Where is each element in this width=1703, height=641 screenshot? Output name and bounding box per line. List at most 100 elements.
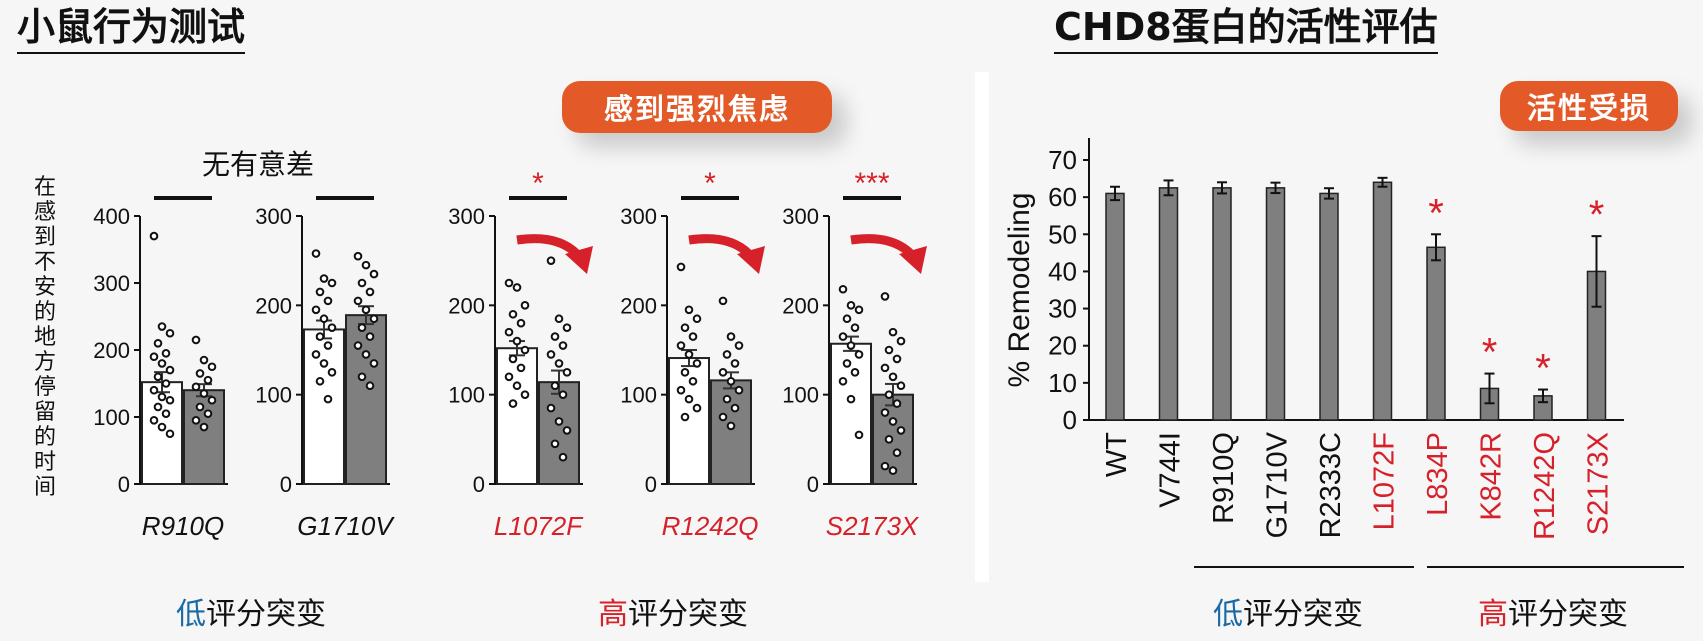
data-point: [896, 336, 906, 346]
bar: [496, 347, 538, 486]
data-point: [315, 376, 325, 386]
data-point: [191, 416, 201, 425]
bar: [1158, 187, 1179, 421]
data-point: [311, 249, 321, 258]
data-point: [153, 372, 163, 382]
data-point: [161, 349, 171, 358]
data-point: [353, 341, 363, 350]
data-point: [323, 394, 333, 404]
right-panel-title: CHD8蛋白的活性评估: [1054, 5, 1438, 54]
data-point: [838, 332, 848, 341]
data-point: [550, 332, 560, 341]
data-point: [504, 372, 514, 382]
x-category-label: R1242Q: [662, 511, 759, 541]
y-tick-label: 200: [620, 293, 657, 318]
data-point: [361, 350, 371, 359]
data-point: [199, 389, 209, 398]
data-point: [157, 392, 167, 402]
data-point: [357, 278, 367, 288]
data-point: [520, 345, 530, 355]
low-rest-right: 评分突变: [1243, 597, 1363, 632]
data-point: [315, 332, 325, 341]
data-point: [684, 305, 694, 315]
data-point: [195, 402, 205, 412]
data-point: [546, 403, 556, 413]
y-tick-label: 0: [807, 472, 819, 497]
data-point: [508, 309, 518, 319]
y-tick-label: 70: [1048, 145, 1077, 175]
data-point: [323, 296, 333, 306]
data-point: [726, 421, 736, 431]
significance-mark: *: [1428, 191, 1444, 235]
high-prefix: 高: [598, 597, 628, 632]
data-point: [896, 381, 906, 391]
left-y-axis-label: 在感到不安的地方停留的时间: [30, 175, 60, 500]
x-category-label: S2173X: [1583, 432, 1615, 535]
data-point: [149, 416, 159, 425]
data-point: [734, 385, 744, 395]
data-point: [157, 359, 167, 368]
data-point: [734, 341, 744, 350]
data-point: [562, 426, 572, 435]
y-tick-label: 100: [93, 405, 130, 430]
data-point: [508, 399, 518, 408]
data-point: [842, 314, 852, 324]
data-point: [369, 359, 379, 368]
data-point: [361, 305, 371, 315]
data-point: [361, 260, 371, 270]
y-tick-label: 0: [1063, 405, 1077, 435]
significance-mark: *: [1482, 331, 1498, 375]
data-point: [512, 283, 522, 292]
decrease-arrow: [688, 234, 753, 258]
data-point: [165, 395, 175, 405]
y-label-char: 时: [33, 450, 56, 475]
data-point: [554, 417, 564, 426]
data-point: [353, 251, 363, 261]
x-category-label: S2173X: [826, 511, 920, 541]
x-category-label: L1072F: [494, 511, 584, 541]
data-point: [846, 394, 856, 404]
x-category-label: G1710V: [1262, 431, 1294, 538]
data-point: [684, 350, 694, 359]
data-point: [562, 368, 572, 377]
data-point: [850, 368, 860, 377]
y-tick-label: 300: [255, 204, 292, 229]
y-label-char: 地: [33, 325, 56, 350]
decrease-arrowhead: [565, 246, 593, 274]
data-point: [726, 332, 736, 341]
y-label-char: 停: [33, 375, 56, 400]
data-point: [207, 362, 217, 372]
data-point: [357, 323, 367, 332]
low-prefix: 低: [176, 597, 206, 632]
bar: [668, 357, 710, 486]
y-tick-label: 100: [620, 383, 657, 408]
y-tick-label: 300: [620, 204, 657, 229]
x-category-label: R910Q: [1208, 432, 1240, 524]
left-panel-title: 小鼠行为测试: [17, 5, 246, 54]
y-label-char: 感: [33, 200, 56, 225]
data-point: [888, 327, 898, 337]
x-category-label: G1710V: [297, 511, 395, 541]
data-point: [353, 296, 363, 306]
data-point: [207, 395, 217, 405]
data-point: [365, 332, 375, 341]
data-point: [357, 372, 367, 382]
data-point: [191, 335, 201, 345]
bar: [1105, 192, 1125, 421]
data-point: [880, 408, 890, 417]
left-low-group-label: 低评分突变: [176, 589, 326, 633]
data-point: [846, 301, 856, 310]
data-point: [199, 422, 209, 432]
high-rest: 评分突变: [628, 597, 748, 632]
x-category-label: R2333C: [1315, 432, 1347, 538]
data-point: [319, 274, 329, 283]
data-point: [554, 359, 564, 368]
data-point: [884, 390, 894, 399]
y-tick-label: 60: [1048, 182, 1077, 212]
data-point: [680, 412, 690, 422]
bar: [345, 314, 387, 485]
y-label-char: 到: [33, 225, 56, 250]
x-category-label: L834P: [1422, 432, 1454, 516]
data-point: [504, 278, 514, 288]
data-point: [846, 341, 856, 350]
